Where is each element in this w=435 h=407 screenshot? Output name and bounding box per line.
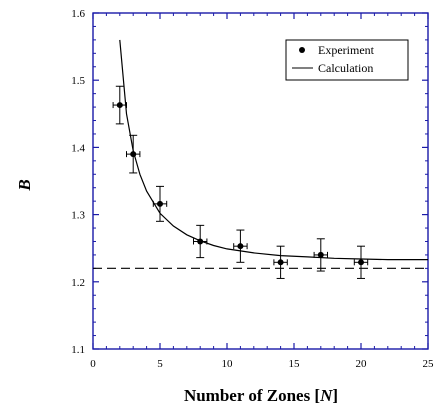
x-axis-title: Number of Zones [N] bbox=[184, 386, 338, 405]
y-tick-label: 1.6 bbox=[71, 8, 85, 20]
calculation-curve bbox=[119, 39, 428, 261]
plot-data bbox=[93, 39, 428, 279]
y-tick-label: 1.1 bbox=[71, 344, 85, 356]
legend-marker-experiment bbox=[299, 47, 305, 53]
x-axis-title-variable: N bbox=[319, 386, 333, 405]
experiment-point bbox=[116, 102, 123, 109]
legend-label-experiment: Experiment bbox=[318, 43, 375, 57]
legend-label-calculation: Calculation bbox=[318, 61, 373, 75]
x-tick-label: 10 bbox=[222, 358, 234, 370]
x-axis-title-suffix: ] bbox=[332, 386, 338, 405]
legend-box bbox=[285, 39, 409, 81]
axes: 0 5 10 15 20 25 1.1 1.2 1.3 1.4 1.5 1.6 bbox=[71, 8, 434, 370]
plot-frame bbox=[92, 12, 429, 350]
y-axis-title: B bbox=[15, 179, 34, 191]
experiment-point bbox=[197, 238, 204, 245]
experiment-point bbox=[157, 200, 163, 207]
x-tick-label: 0 bbox=[90, 358, 96, 370]
x-tick-label: 20 bbox=[356, 358, 368, 370]
y-tick-label: 1.5 bbox=[71, 75, 85, 87]
experiment-point bbox=[358, 259, 364, 266]
x-tick-label: 5 bbox=[157, 358, 163, 370]
y-tick-label: 1.2 bbox=[71, 277, 85, 289]
x-axis-title-prefix: Number of Zones [ bbox=[184, 386, 320, 405]
experiment-point bbox=[237, 243, 244, 250]
y-tick-label: 1.4 bbox=[71, 142, 85, 154]
x-tick-label: 15 bbox=[289, 358, 301, 370]
experiment-point bbox=[130, 151, 137, 158]
experiment-point bbox=[317, 251, 324, 258]
legend: Experiment Calculation bbox=[285, 39, 409, 81]
y-tick-label: 1.3 bbox=[71, 210, 85, 222]
experiment-point bbox=[277, 259, 284, 266]
x-tick-label: 25 bbox=[423, 358, 435, 370]
